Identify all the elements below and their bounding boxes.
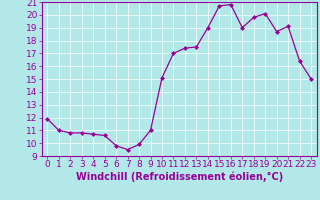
X-axis label: Windchill (Refroidissement éolien,°C): Windchill (Refroidissement éolien,°C) xyxy=(76,172,283,182)
